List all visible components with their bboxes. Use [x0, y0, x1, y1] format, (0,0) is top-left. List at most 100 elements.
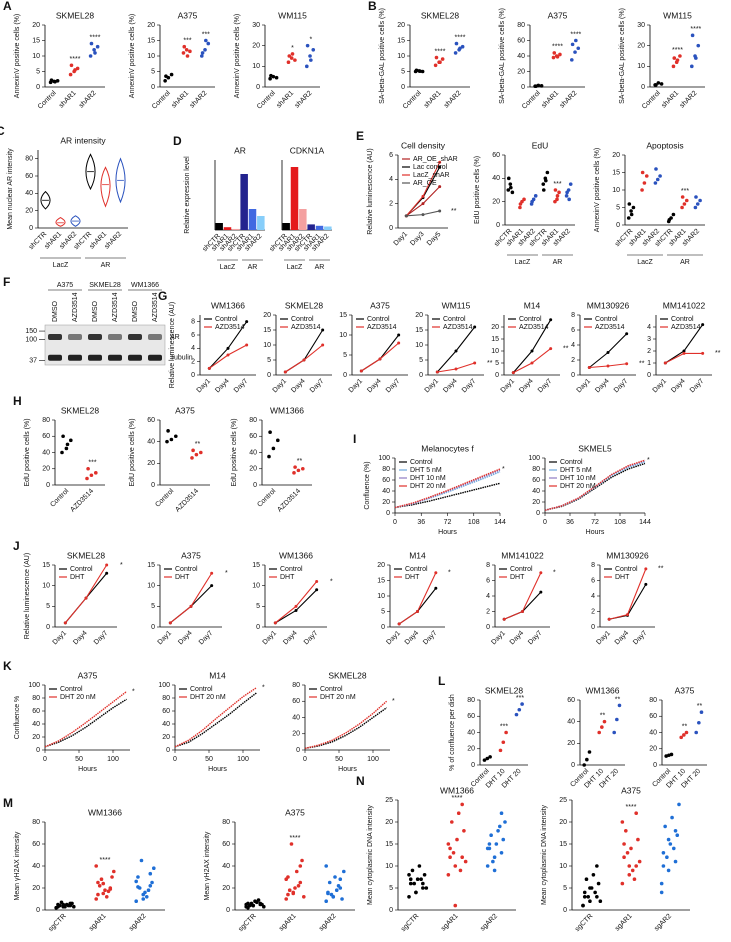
y-axis-label: % of confluence per dish	[449, 694, 456, 771]
legend-label: DHT 5 nM	[410, 467, 442, 474]
data-point	[93, 51, 97, 55]
chart-title: A375	[78, 670, 98, 680]
significance: ***	[681, 188, 689, 195]
series-point	[63, 621, 67, 625]
data-point	[570, 42, 575, 47]
data-point	[678, 54, 682, 58]
data-point	[136, 885, 140, 889]
x-tick-label: 50	[205, 756, 213, 763]
y-tick-label: 4	[486, 593, 490, 600]
marker-label: 150	[25, 328, 37, 335]
series-point	[397, 341, 401, 345]
data-point	[434, 55, 439, 60]
significance: *	[553, 570, 556, 577]
significance: ****	[100, 857, 111, 864]
y-tick-label: 20	[567, 740, 575, 747]
y-tick-label: 10	[147, 583, 155, 590]
data-point	[501, 740, 506, 745]
chart-title: WM1366	[211, 300, 245, 310]
series-point	[434, 586, 438, 590]
y-tick-label: 0	[536, 510, 540, 517]
data-point	[64, 446, 69, 451]
y-axis-label: AnnexinV positive cells (%)	[594, 148, 601, 232]
significance: *	[262, 684, 265, 691]
data-point	[661, 864, 666, 868]
legend-label: DHT 20 nM	[190, 694, 226, 701]
data-point	[485, 864, 490, 868]
y-tick-label: 0	[36, 907, 40, 914]
data-point	[300, 858, 304, 863]
data-point	[667, 217, 672, 222]
data-point	[422, 873, 427, 877]
series-point	[273, 621, 277, 625]
data-point	[103, 888, 107, 892]
data-point	[555, 54, 560, 59]
series-point	[539, 571, 543, 575]
chart-title: EdU	[532, 140, 549, 150]
y-tick-label: 60	[492, 152, 500, 159]
data-point	[545, 170, 550, 175]
data-point	[586, 895, 591, 899]
series-point	[644, 567, 648, 571]
significance: *	[330, 578, 333, 585]
panel-letter: A	[3, 0, 12, 13]
x-tick-label: shAR1	[423, 90, 443, 110]
data-point	[509, 185, 513, 190]
legend-label: Control	[320, 686, 343, 693]
x-tick-label: 0	[43, 756, 47, 763]
y-tick-label: 5	[401, 68, 405, 75]
series-curve	[304, 707, 388, 750]
y-tick-label: 10	[415, 342, 423, 349]
x-tick-label: Day1	[595, 630, 612, 647]
data-point	[287, 54, 292, 58]
legend-label: DHT 20 nM	[60, 694, 96, 701]
x-tick-label: sgCTR	[237, 913, 257, 933]
data-point	[112, 869, 116, 874]
data-point	[582, 890, 587, 895]
y-tick-label: 2	[389, 201, 393, 208]
data-point	[324, 864, 329, 868]
legend-label: DHT	[175, 574, 190, 581]
y-axis-label: Confluence (%)	[364, 461, 371, 509]
cell-line-label: SKMEL28	[89, 282, 121, 289]
violin	[115, 157, 126, 204]
data-point	[533, 194, 538, 198]
data-point	[593, 890, 597, 895]
legend-label: Control	[291, 316, 314, 323]
series-point	[321, 328, 325, 332]
y-tick-label: 0	[563, 907, 567, 914]
series-point	[701, 323, 705, 327]
data-point	[262, 904, 266, 909]
data-point	[438, 60, 442, 64]
x-tick-label: Day4	[404, 630, 421, 647]
data-point	[555, 197, 559, 202]
data-point	[309, 58, 313, 62]
series-curve	[394, 482, 501, 509]
y-tick-label: 60	[382, 477, 390, 484]
data-point	[269, 73, 273, 78]
data-point	[584, 877, 589, 881]
legend-label: Control	[615, 566, 638, 573]
y-axis-label: EdU positive cells (%)	[129, 418, 136, 486]
data-point	[630, 868, 635, 873]
y-tick-label: 0	[151, 84, 155, 91]
y-tick-label: 0	[591, 624, 595, 631]
y-tick-label: 15	[415, 327, 423, 334]
data-point	[410, 868, 415, 873]
significance: ***	[183, 38, 191, 45]
x-tick-label: shAR1	[170, 90, 190, 110]
data-point	[290, 52, 295, 56]
y-tick-label: 40	[42, 449, 50, 456]
data-point	[680, 195, 685, 199]
significance: **	[297, 458, 303, 465]
y-tick-label: 80	[292, 682, 300, 689]
band	[48, 354, 62, 361]
data-point	[286, 892, 290, 897]
series-point	[607, 617, 611, 621]
series-point	[283, 370, 287, 374]
data-point	[96, 892, 100, 897]
y-tick-label: 2	[591, 608, 595, 615]
data-point	[85, 476, 89, 481]
data-point	[200, 51, 205, 55]
data-point	[555, 194, 560, 198]
